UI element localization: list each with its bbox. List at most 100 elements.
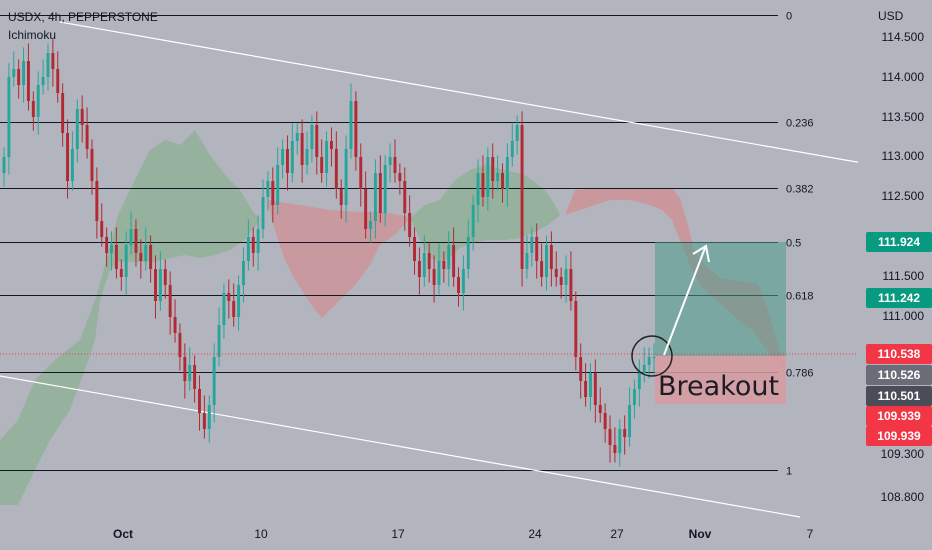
candle-body	[466, 237, 470, 269]
candle-body	[168, 285, 172, 317]
price-badge	[866, 288, 932, 308]
candle-body	[295, 133, 299, 141]
candle-body	[26, 61, 30, 101]
x-tick-label: 7	[807, 527, 814, 541]
candle-body	[183, 357, 187, 381]
candle-body	[491, 157, 495, 181]
candle-body	[95, 181, 99, 221]
candle-body	[559, 277, 563, 285]
annotations: Breakout	[0, 244, 858, 402]
candle-body	[305, 149, 309, 165]
x-tick-label: 17	[391, 527, 405, 541]
price-badge-label: 110.538	[878, 347, 921, 361]
candle-body	[315, 125, 319, 157]
candle-body	[124, 245, 128, 277]
candle-body	[46, 53, 50, 77]
candle-body	[2, 157, 6, 173]
price-badge	[866, 386, 932, 406]
candle-body	[90, 149, 94, 181]
fib-label: 0.618	[786, 291, 814, 303]
candle-body	[530, 237, 534, 253]
breakout-circle	[631, 335, 673, 377]
candle-body	[261, 197, 265, 229]
trade-zones	[655, 242, 786, 404]
candle-body	[285, 149, 289, 173]
candle-body	[652, 357, 656, 358]
candle-body	[75, 109, 79, 149]
price-badge-label: 109.939	[877, 409, 921, 423]
candle-body	[276, 165, 280, 205]
candle-body	[242, 261, 245, 285]
y-tick-labels: 114.500 114.000 113.500 113.000 112.500 111.5…	[881, 30, 925, 504]
price-badge	[866, 232, 932, 252]
candle-body	[486, 157, 490, 197]
y-tick-label: 114.500	[882, 30, 925, 44]
y-tick-label: 113.000	[882, 149, 925, 163]
candle-body	[545, 245, 548, 277]
candle-body	[66, 133, 69, 181]
y-tick-label: 111.500	[882, 269, 924, 283]
candle-body	[452, 245, 456, 277]
candle-body	[193, 365, 197, 389]
candle-body	[442, 261, 446, 269]
candle-body	[149, 245, 153, 269]
ichimoku-cloud-bearish-mid	[268, 200, 410, 318]
candle-body	[603, 413, 607, 429]
x-tick-labels: Oct 10 17 24 27 Nov 7	[113, 527, 814, 541]
candle-body	[36, 85, 40, 117]
currency-label: USD	[878, 9, 904, 23]
candle-body	[22, 61, 26, 85]
price-badge-label: 111.924	[878, 235, 920, 249]
candle-body	[637, 373, 641, 389]
candle-body	[447, 245, 451, 269]
candle-body	[505, 157, 509, 189]
candle-body	[232, 301, 236, 317]
y-tick-label: 108.800	[881, 490, 925, 504]
target-zone	[655, 242, 786, 356]
y-tick-label: 111.000	[882, 309, 924, 323]
candle-body	[163, 269, 167, 285]
x-tick-label: Oct	[113, 527, 133, 541]
candle-body	[574, 301, 578, 357]
candle-body	[398, 173, 402, 181]
y-tick-label: 113.500	[882, 110, 925, 124]
candle-body	[61, 93, 65, 133]
candle-body	[56, 69, 60, 93]
candle-body	[198, 389, 201, 413]
candle-body	[535, 237, 539, 261]
y-tick-label: 114.000	[882, 70, 925, 84]
candle-body	[515, 125, 519, 141]
candle-body	[237, 285, 241, 317]
candle-body	[540, 261, 544, 277]
candle-body	[154, 269, 157, 301]
candle-body	[408, 213, 412, 237]
candle-body	[510, 141, 514, 157]
candle-body	[569, 269, 573, 301]
candle-body	[41, 77, 45, 85]
candle-body	[51, 53, 55, 69]
candle-body	[520, 125, 524, 269]
fib-label: 0.236	[786, 118, 814, 130]
candle-body	[393, 157, 397, 173]
candle-body	[349, 101, 353, 149]
candle-body	[608, 429, 612, 445]
candle-body	[207, 405, 211, 429]
candle-body	[628, 405, 632, 437]
x-tick-label: Nov	[689, 527, 712, 541]
symbol-title: USDX, 4h, PEPPERSTONE	[8, 10, 158, 24]
candle-body	[403, 181, 407, 213]
candle-body	[359, 157, 363, 189]
candle-body	[266, 181, 270, 197]
x-tick-label: 10	[254, 527, 268, 541]
candle-body	[457, 277, 460, 293]
candle-body	[80, 109, 84, 125]
candle-body	[290, 141, 294, 173]
price-badge	[866, 426, 932, 446]
candle-body	[589, 373, 592, 397]
price-badges: 111.924 111.242 110.538 110.526 110.501 109.9…	[866, 232, 932, 446]
candle-body	[217, 325, 221, 357]
candle-body	[632, 389, 636, 405]
fib-label: 1	[786, 466, 792, 478]
